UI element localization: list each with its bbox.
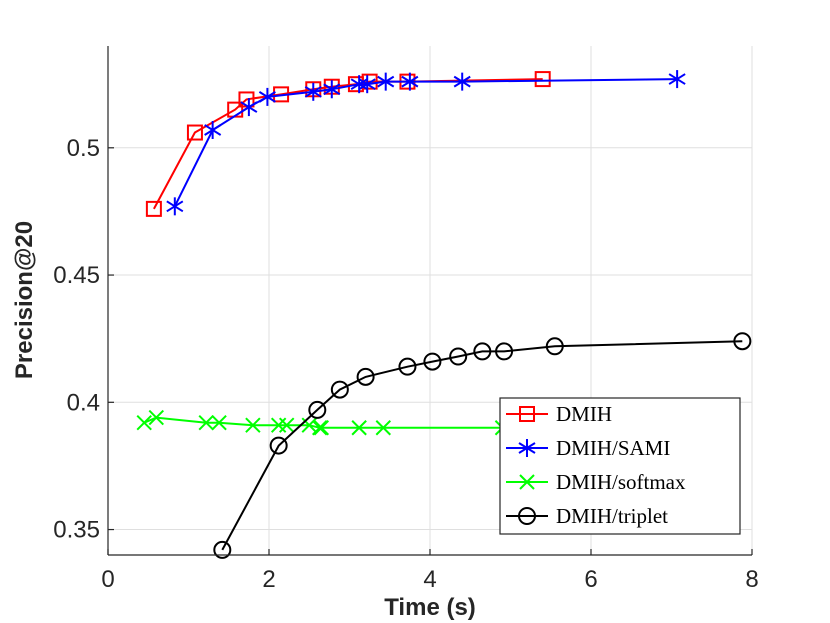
y-tick-label: 0.45 (53, 262, 100, 289)
data-point-asterisk-stroke (204, 124, 222, 136)
data-point-x (375, 420, 392, 436)
series-layer (136, 70, 752, 559)
data-point-asterisk-stroke (358, 78, 376, 91)
data-point-x (279, 417, 295, 433)
series-dmih-triplet (213, 332, 752, 559)
data-point-circle (213, 540, 232, 559)
data-point-x-stroke (279, 417, 295, 433)
data-point-circle (495, 342, 514, 361)
legend: DMIH DMIH/SAMI DMIH/softmax DMIH/triplet (499, 397, 741, 535)
data-point-circle (356, 367, 375, 386)
data-point-asterisk (350, 75, 368, 94)
data-point-asterisk (377, 72, 395, 91)
data-point-x-stroke (245, 417, 261, 433)
data-point-x-stroke (136, 414, 152, 431)
data-point-asterisk-stroke (453, 75, 471, 88)
x-tick-label: 6 (584, 566, 597, 593)
legend-label: DMIH/softmax (556, 470, 686, 494)
data-point-x (312, 420, 328, 436)
data-point-circle (330, 380, 349, 399)
data-point-asterisk-stroke (304, 85, 322, 98)
data-point-square (186, 124, 203, 141)
data-point-asterisk (204, 120, 222, 139)
data-point-asterisk (668, 70, 686, 89)
data-point-asterisk (518, 439, 536, 457)
data-point-asterisk (258, 87, 276, 106)
legend-entry-dmih-sami: DMIH/SAMI (506, 436, 670, 460)
y-axis-title: Precision@20 (11, 221, 38, 379)
data-point-circle (423, 352, 442, 371)
legend-label: DMIH/triplet (556, 504, 668, 528)
data-point-x-stroke (198, 414, 214, 431)
legend-label: DMIH/SAMI (556, 436, 670, 460)
data-point-asterisk-stroke (377, 75, 395, 88)
data-point-asterisk (358, 75, 376, 94)
data-point-asterisk-stroke (350, 78, 368, 91)
data-point-circle (269, 436, 288, 455)
data-point-asterisk (323, 80, 341, 99)
data-point-x (313, 420, 330, 436)
data-point-asterisk (304, 82, 322, 101)
data-point-x-stroke (211, 414, 227, 431)
data-point-asterisk (166, 197, 184, 216)
data-point-x-stroke (375, 420, 392, 436)
data-point-asterisk-stroke (401, 75, 419, 88)
data-point-x (351, 420, 367, 436)
data-point-asterisk-stroke (668, 73, 686, 85)
legend-box (499, 397, 741, 535)
data-point-x (198, 414, 214, 431)
legend-entry-dmih-triplet: DMIH/triplet (506, 504, 668, 528)
legend-entry-dmih: DMIH (506, 402, 612, 426)
x-axis-title: Time (s) (384, 594, 476, 621)
data-point-circle (449, 347, 468, 366)
y-tick-label: 0.4 (67, 389, 100, 416)
data-point-square (534, 71, 551, 88)
data-point-asterisk-stroke (258, 91, 276, 103)
data-point-asterisk (453, 72, 471, 91)
data-point-circle (473, 342, 492, 361)
x-tick-label: 4 (423, 566, 436, 593)
data-point-x (148, 409, 165, 426)
data-point-x (245, 417, 261, 433)
data-point-x-stroke (519, 474, 535, 490)
data-point-square (519, 406, 535, 422)
series-dmih-softmax (136, 409, 511, 436)
data-point-asterisk-stroke (240, 101, 258, 113)
legend-entry-dmih-softmax: DMIH/softmax (506, 470, 686, 494)
data-point-circle (545, 337, 564, 356)
x-tick-label: 0 (101, 566, 114, 593)
data-point-x-stroke (351, 420, 367, 436)
data-point-x-stroke (148, 409, 165, 426)
data-point-x (211, 414, 227, 431)
data-point-circle (733, 332, 752, 351)
series-dmih-sami (166, 70, 686, 216)
tick-labels: 0 2 4 6 8 0.35 0.4 0.45 0.5 (53, 135, 758, 593)
x-tick-label: 8 (745, 566, 758, 593)
data-point-circle (308, 400, 327, 419)
data-point-x (519, 474, 535, 490)
data-point-x (136, 414, 152, 431)
data-point-asterisk-stroke (166, 200, 184, 213)
data-point-circle (398, 357, 417, 376)
x-tick-label: 2 (262, 566, 275, 593)
data-point-x-stroke (312, 420, 328, 436)
data-point-square (145, 200, 162, 217)
data-point-asterisk (401, 72, 419, 91)
data-point-x-stroke (313, 420, 330, 436)
y-tick-label: 0.35 (53, 517, 100, 544)
y-tick-label: 0.5 (67, 135, 100, 162)
data-point-circle (518, 507, 536, 525)
data-point-asterisk (240, 98, 258, 117)
data-point-asterisk-stroke (518, 442, 536, 454)
data-point-asterisk-stroke (323, 83, 341, 96)
legend-label: DMIH (556, 402, 612, 426)
